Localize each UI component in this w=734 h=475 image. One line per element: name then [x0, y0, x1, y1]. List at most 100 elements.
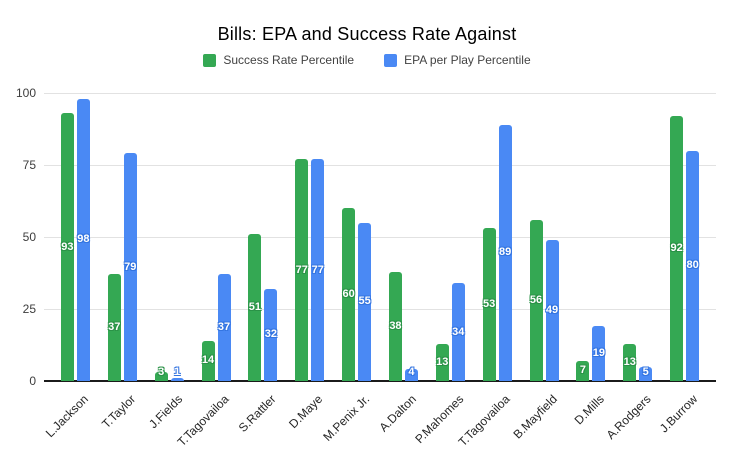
bar-value-label: 56 [529, 293, 543, 306]
bar-group: 60 55 [333, 93, 380, 381]
x-axis-category-label: J.Burrow [657, 392, 701, 436]
bar-epa: 5 [639, 365, 653, 381]
y-axis-tick-label: 75 [22, 158, 36, 172]
bar-group: 53 89 [474, 93, 521, 381]
bar-value-label: 55 [358, 295, 371, 308]
bar-success-rate: 37 [107, 274, 121, 381]
bar-success-rate: 77 [295, 159, 309, 381]
bar-epa: 37 [217, 274, 231, 381]
legend-swatch-blue [384, 53, 398, 67]
bar-value-label: 38 [389, 319, 402, 332]
x-axis-category-label: A.Rodgers [603, 392, 654, 442]
bar-value-label: 13 [623, 355, 636, 368]
bar-value-label: 80 [686, 259, 699, 272]
x-axis-category-label: M.Penix Jr. [320, 392, 373, 444]
legend-item-success-rate: Success Rate Percentile [203, 53, 354, 67]
bar-value-label: 1 [174, 365, 181, 378]
gridline [44, 92, 716, 94]
x-axis-category-label: S.Rattler [235, 392, 279, 435]
bar-group: 13 5 [614, 93, 661, 381]
bar-epa: 79 [123, 153, 137, 381]
x-axis-category-label: T.Taylor [99, 392, 139, 432]
bar-success-rate: 60 [342, 208, 356, 381]
bar-group: 7 19 [567, 93, 614, 381]
bar-success-rate: 38 [388, 271, 402, 381]
bar-value-label: 3 [158, 365, 165, 378]
bar-value-label: 98 [77, 233, 90, 246]
bar-value-label: 53 [483, 298, 496, 311]
bar-success-rate: 14 [201, 340, 215, 381]
legend-item-epa: EPA per Play Percentile [384, 53, 531, 67]
bar-success-rate: 93 [60, 113, 74, 381]
bar-value-label: 19 [592, 347, 605, 360]
bar-epa: 49 [545, 239, 559, 381]
bar-epa: 77 [311, 159, 325, 381]
bar-success-rate: 51 [248, 234, 262, 381]
bar-group: 93 98 [52, 93, 99, 381]
legend-swatch-green [203, 53, 217, 67]
y-axis-tick-label: 50 [22, 230, 36, 244]
bar-group: 37 79 [99, 93, 146, 381]
bar-value-label: 34 [452, 325, 465, 338]
bar-epa: 32 [264, 288, 278, 381]
bar-value-label: 13 [436, 355, 449, 368]
x-axis-category-label: L.Jackson [43, 392, 92, 441]
x-axis-category-label: B.Mayfield [510, 392, 560, 442]
legend-label-epa: EPA per Play Percentile [404, 53, 531, 67]
bar-value-label: 14 [201, 354, 215, 367]
bar-value-label: 49 [545, 303, 559, 316]
bar-epa: 34 [451, 283, 465, 381]
y-axis-tick-label: 25 [22, 302, 36, 316]
legend-label-success-rate: Success Rate Percentile [223, 53, 355, 67]
bar-value-label: 37 [108, 321, 121, 334]
chart-title: Bills: EPA and Success Rate Against [217, 24, 517, 44]
bar-epa: 98 [76, 98, 90, 381]
x-axis-category-label: A.Dalton [376, 392, 420, 435]
y-axis-tick-label: 100 [15, 86, 36, 100]
gridline [44, 236, 716, 238]
bar-success-rate: 53 [482, 228, 496, 381]
bar-epa: 1 [170, 366, 184, 381]
bar-group: 13 34 [427, 93, 474, 381]
x-axis-category-label: D.Maye [286, 392, 326, 432]
gridline [44, 308, 716, 310]
bar-epa: 55 [358, 222, 372, 381]
x-axis-line [44, 380, 716, 382]
bar-group: 14 37 [193, 93, 240, 381]
bar-value-label: 79 [124, 260, 137, 273]
bar-value-label: 77 [295, 263, 308, 276]
bar-value-label: 92 [670, 242, 683, 255]
bar-epa: 19 [592, 326, 606, 381]
bar-success-rate: 13 [435, 343, 449, 381]
bar-success-rate: 7 [576, 360, 590, 381]
plot-area: 0 25 50 75 100 93 98 37 79 3 1 14 37 51 32 77 77 60 55 38 4 1… [16, 86, 716, 449]
bar-value-label: 4 [408, 365, 415, 378]
bar-epa: 4 [404, 365, 418, 381]
bar-value-label: 60 [342, 288, 355, 301]
x-axis-category-label: D.Mills [571, 392, 607, 428]
x-axis-category-label: J.Fields [145, 392, 186, 432]
bar-success-rate: 13 [623, 343, 637, 381]
bar-value-label: 7 [579, 364, 586, 377]
gridline [44, 164, 716, 166]
bar-success-rate: 92 [670, 116, 684, 381]
bar-value-label: 32 [264, 328, 277, 341]
bar-value-label: 5 [642, 365, 649, 378]
bar-group: 51 32 [239, 93, 286, 381]
bar-success-rate: 3 [154, 366, 168, 381]
bar-success-rate: 56 [529, 219, 543, 381]
bar-group: 77 77 [286, 93, 333, 381]
bar-value-label: 93 [61, 240, 74, 253]
bar-value-label: 37 [217, 321, 231, 334]
bar-value-label: 77 [311, 263, 324, 276]
y-axis-tick-label: 0 [29, 374, 36, 388]
bar-group: 92 80 [661, 93, 708, 381]
bar-group: 38 4 [380, 93, 427, 381]
chart-legend: Success Rate Percentile EPA per Play Per… [0, 53, 734, 67]
bar-group: 56 49 [521, 93, 568, 381]
bar-value-label: 51 [248, 301, 261, 314]
bar-value-label: 89 [499, 246, 512, 259]
bar-epa: 80 [686, 150, 700, 381]
